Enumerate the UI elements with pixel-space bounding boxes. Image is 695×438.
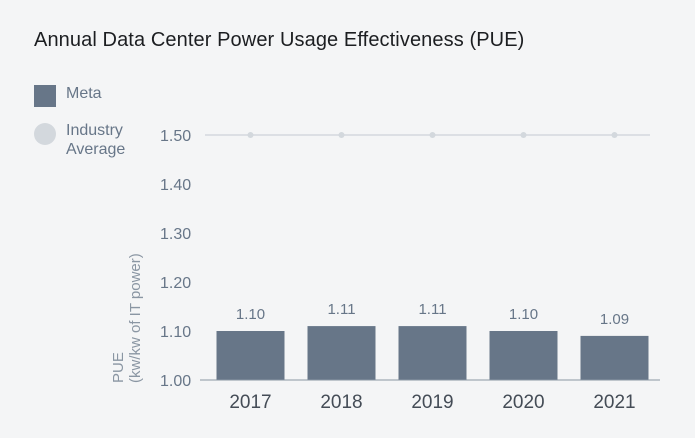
industry-average-point (429, 132, 436, 138)
legend-swatch-industry-average (34, 123, 56, 145)
x-tick-label: 2019 (411, 392, 453, 413)
bar-2018 (307, 326, 376, 380)
legend-swatch-meta (34, 85, 56, 107)
bar-value-labels: 1.10 1.11 1.11 1.10 1.09 (236, 301, 629, 328)
legend-label-meta: Meta (66, 85, 102, 102)
x-tick-label: 2017 (229, 392, 271, 413)
industry-average-point (611, 132, 618, 138)
y-axis-label-line1: PUE (110, 352, 127, 383)
y-axis-label: PUE (kw/kw of IT power) (110, 253, 144, 383)
bar-2021 (580, 335, 649, 380)
y-tick-label: 1.50 (160, 128, 191, 145)
bar-value-label: 1.10 (236, 306, 265, 323)
chart-title: Annual Data Center Power Usage Effective… (34, 29, 525, 51)
bar-2019 (398, 326, 467, 380)
bar-2017 (216, 331, 285, 380)
y-axis-ticks: 1.00 1.10 1.20 1.30 1.40 1.50 (160, 128, 208, 390)
bar-value-label: 1.09 (600, 311, 629, 328)
industry-average-point (247, 132, 254, 138)
y-tick-label: 1.20 (160, 275, 191, 292)
bar-value-label: 1.10 (509, 306, 538, 323)
legend-label-industry-line2: Average (66, 141, 126, 158)
y-axis-label-line2: (kw/kw of IT power) (127, 253, 144, 383)
meta-bars (216, 326, 649, 380)
industry-average-series (205, 132, 650, 138)
legend-label-industry-average: Industry Average (66, 121, 146, 159)
x-axis-labels: 2017 2018 2019 2020 2021 (229, 392, 635, 413)
legend-item-industry-average: Industry Average (34, 121, 146, 159)
y-tick-label: 1.00 (160, 373, 191, 390)
industry-average-point (520, 132, 527, 138)
x-tick-label: 2020 (502, 392, 544, 413)
industry-average-point (338, 132, 345, 138)
bar-value-label: 1.11 (418, 301, 446, 318)
y-tick-label: 1.40 (160, 177, 191, 194)
x-tick-label: 2018 (320, 392, 362, 413)
y-tick-label: 1.10 (160, 324, 191, 341)
x-tick-label: 2021 (593, 392, 635, 413)
legend-label-industry-line1: Industry (66, 122, 123, 139)
bar-2020 (489, 331, 558, 380)
legend-item-meta: Meta (34, 84, 146, 107)
bar-value-label: 1.11 (327, 301, 355, 318)
y-tick-label: 1.30 (160, 226, 191, 243)
